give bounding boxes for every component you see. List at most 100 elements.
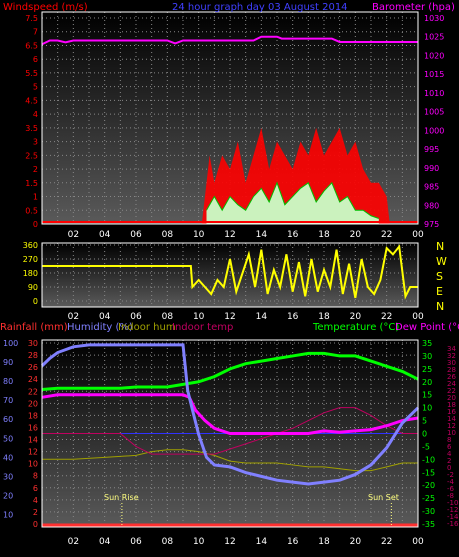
compass-label: N [436,300,444,313]
rain-tick-label: 16 [28,423,38,432]
temp-x-tick-label: 14 [256,537,268,547]
wind-x-tick-label: 00 [412,230,424,240]
temp-x-tick-label: 06 [130,537,142,547]
baro-tick-label: 995 [424,145,439,154]
indoor-hum-axis-label: Indoor hum [118,322,176,333]
temp-x-tick-label: 20 [350,537,362,547]
dew-tick-label: -12 [447,506,458,514]
humidity-tick-label: 70 [3,396,13,405]
rain-tick-label: 24 [28,375,38,384]
humidity-line [40,343,420,486]
temp-x-tick-label: 08 [162,537,174,547]
temp-tick-label: 15 [422,391,432,400]
temp-x-tick-label: 04 [99,537,111,547]
indoor-temp-line [42,407,418,455]
humidity-tick-label: 80 [3,377,13,386]
dewpoint-line [41,393,419,435]
baro-tick-label: 980 [424,201,439,210]
temp-tick-label: 10 [422,404,432,413]
humidity-tick-label: 90 [3,358,13,367]
temp-tick-label: -5 [422,442,430,451]
dew-tick-label: -8 [447,492,454,500]
dewpoint-axis-label: Dew Point (°C) [395,322,459,333]
wind-tick-label: 0.5 [25,206,38,215]
rain-tick-label: 18 [28,411,38,420]
direction-x-tick-label: 14 [256,312,268,322]
direction-panel-frame [41,242,419,308]
wind-tick-label: 7.5 [25,14,38,23]
rain-tick-label: 28 [28,351,38,360]
humidity-tick-label: 10 [3,510,13,519]
direction-tick-label: 270 [23,255,38,264]
dew-tick-label: 10 [447,429,456,437]
temp-tick-label: 35 [422,339,432,348]
rain-tick-label: 30 [28,339,38,348]
chart-title: 24 hour graph day 03 August 2014 [172,2,348,13]
dew-tick-label: 18 [447,401,456,409]
wind-x-tick-label: 04 [99,230,111,240]
wind-x-tick-label: 08 [162,230,174,240]
temp-tick-label: -10 [422,455,435,464]
rain-tick-label: 6 [33,484,38,493]
direction-x-tick-label: 00 [412,312,424,322]
temp-x-tick-label: 10 [193,537,205,547]
baro-tick-label: 1010 [424,89,444,98]
baro-tick-label: 1020 [424,51,444,60]
wind-tick-label: 6 [33,55,38,64]
dew-tick-label: -6 [447,485,455,493]
dew-tick-label: -14 [447,513,459,521]
direction-x-tick-label: 22 [381,312,392,322]
compass-label: N [436,240,444,253]
temp-tick-label: -30 [422,507,435,516]
average-line [206,181,379,219]
wind-x-tick-label: 16 [287,230,299,240]
direction-x-tick-label: 20 [350,312,362,322]
temp-tick-label: -15 [422,468,435,477]
baro-tick-label: 990 [424,164,439,173]
rainfall-axis-label: Rainfall (mm) [0,322,68,333]
wind-tick-label: 0 [33,220,38,229]
wind-tick-label: 2.5 [25,151,38,160]
direction-x-tick-label: 16 [287,312,299,322]
wind-x-tick-label: 20 [350,230,362,240]
dew-tick-label: -16 [447,520,459,528]
rain-tick-label: 10 [28,460,38,469]
indoor-temp-axis-label: Indoor temp [172,322,233,333]
wind-tick-label: 7 [33,28,38,37]
wind-tick-label: 2 [33,165,38,174]
wind-tick-label: 3 [33,138,38,147]
baro-tick-label: 1005 [424,108,444,117]
rain-tick-label: 4 [33,496,38,505]
compass-label: E [436,285,443,298]
wind-tick-label: 5 [33,83,38,92]
dew-tick-label: 30 [447,359,456,367]
baro-tick-label: 985 [424,183,439,192]
dew-tick-label: 8 [447,436,451,444]
rain-tick-label: 22 [28,387,38,396]
rain-tick-label: 0 [33,520,38,529]
sunrise-label: Sun Rise [104,493,139,502]
wind-x-tick-label: 22 [381,230,392,240]
direction-x-tick-label: 18 [318,312,330,322]
dew-tick-label: 20 [447,394,456,402]
wind-x-tick-label: 10 [193,230,205,240]
temp-x-tick-label: 16 [287,537,299,547]
dew-tick-label: 24 [447,380,456,388]
wind-panel-frame [41,11,419,225]
direction-line [42,244,418,300]
wind-x-tick-label: 06 [130,230,142,240]
baro-tick-label: 1015 [424,70,444,79]
direction-x-tick-label: 04 [99,312,111,322]
sunset-label: Sun Set [368,493,399,502]
wind-x-tick-label: 18 [318,230,330,240]
dew-tick-label: 26 [447,373,456,381]
temp-tick-label: 5 [422,417,427,426]
wind-tick-label: 3.5 [25,124,38,133]
temp-x-tick-label: 00 [412,537,424,547]
barometer-axis-label: Barometer (hpa) [372,2,455,13]
dew-tick-label: 2 [447,457,451,465]
direction-x-tick-label: 06 [130,312,142,322]
rain-tick-label: 14 [28,436,38,445]
